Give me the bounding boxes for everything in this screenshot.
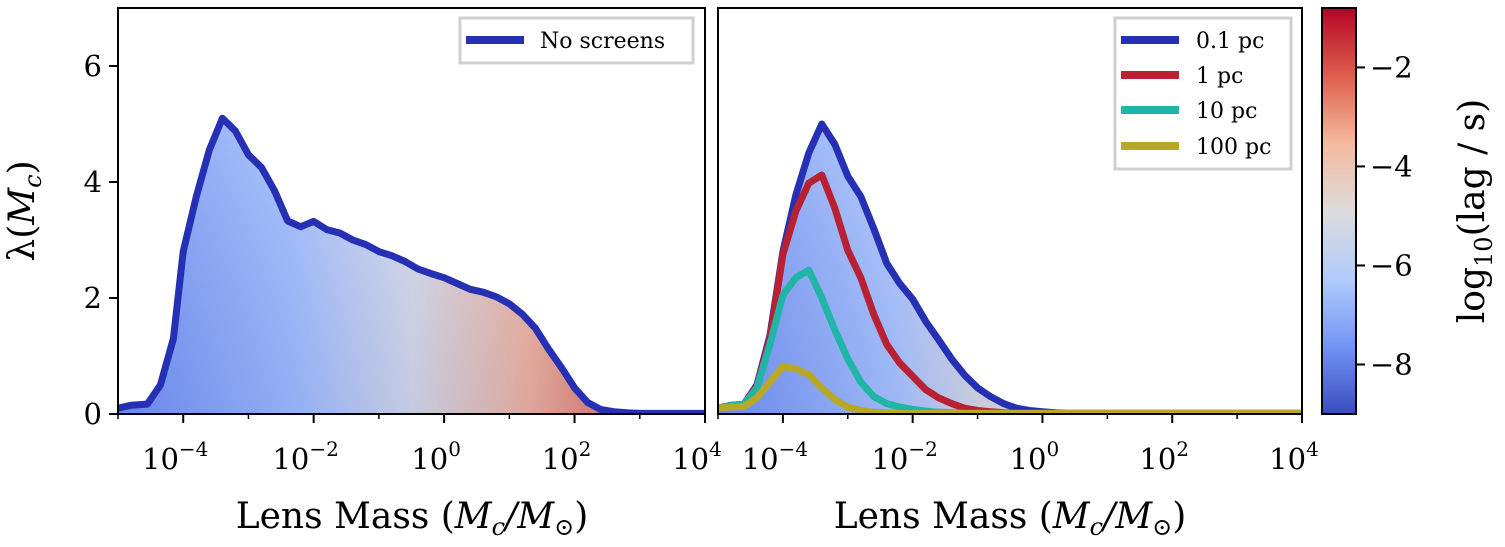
colorbar-tick-label: −8 <box>1370 347 1413 381</box>
series-line-no-screens <box>118 114 705 414</box>
y-tick-label: 4 <box>84 165 102 199</box>
legend-label-10pc: 10 pc <box>1196 99 1257 124</box>
legend-label-no-screens: No screens <box>540 29 665 54</box>
colorbar-tick-label: −2 <box>1370 50 1413 84</box>
left-plot-area <box>118 114 705 414</box>
colorbar: −2 −4 −6 −8 log10(lag / s) <box>1321 7 1498 415</box>
x-tick-label: 10−2 <box>871 437 937 476</box>
left-legend: No screens <box>458 16 695 65</box>
right-panel: 10−4 10−2 100 102 104 Lens Mass (Mc/M⊙) 0.1 … <box>717 7 1319 541</box>
left-y-ticks: 0 2 4 6 <box>84 49 118 431</box>
x-tick-label: 104 <box>672 437 722 476</box>
colorbar-ticks: −2 −4 −6 −8 <box>1356 50 1413 381</box>
x-tick-label: 10−2 <box>272 437 338 476</box>
colorbar-label: log10(lag / s) <box>1452 99 1498 323</box>
x-tick-label: 100 <box>411 437 461 476</box>
right-legend: 0.1 pc 1 pc 10 pc 100 pc <box>1113 16 1293 171</box>
colorbar-tick-label: −6 <box>1370 248 1413 282</box>
colorbar-gradient <box>1321 7 1357 415</box>
x-tick-label: 100 <box>1010 437 1060 476</box>
legend-label-1pc: 1 pc <box>1196 64 1243 89</box>
left-x-ticks: 10−4 10−2 100 102 104 <box>117 414 722 476</box>
left-x-axis-label: Lens Mass (Mc/M⊙) <box>236 496 589 541</box>
y-tick-label: 2 <box>84 281 102 315</box>
right-area-shade <box>718 124 1302 414</box>
x-tick-label: 104 <box>1269 437 1319 476</box>
right-x-axis-label: Lens Mass (Mc/M⊙) <box>834 496 1187 541</box>
legend-label-0.1pc: 0.1 pc <box>1196 29 1264 54</box>
right-axes-frame <box>717 7 1303 415</box>
left-axes-frame <box>117 7 706 415</box>
left-panel: 10−4 10−2 100 102 104 0 2 4 6 λ(Mc) Lens Mass (… <box>2 7 722 541</box>
x-tick-label: 10−4 <box>742 437 808 476</box>
x-tick-label: 102 <box>542 437 592 476</box>
y-tick-label: 0 <box>84 397 102 431</box>
legend-label-100pc: 100 pc <box>1196 135 1271 160</box>
y-tick-label: 6 <box>84 49 102 83</box>
x-tick-label: 10−4 <box>142 437 208 476</box>
right-x-ticks: 10−4 10−2 100 102 104 <box>717 414 1319 476</box>
colorbar-tick-label: −4 <box>1370 149 1413 183</box>
y-axis-label: λ(Mc) <box>2 160 47 261</box>
x-tick-label: 102 <box>1139 437 1189 476</box>
